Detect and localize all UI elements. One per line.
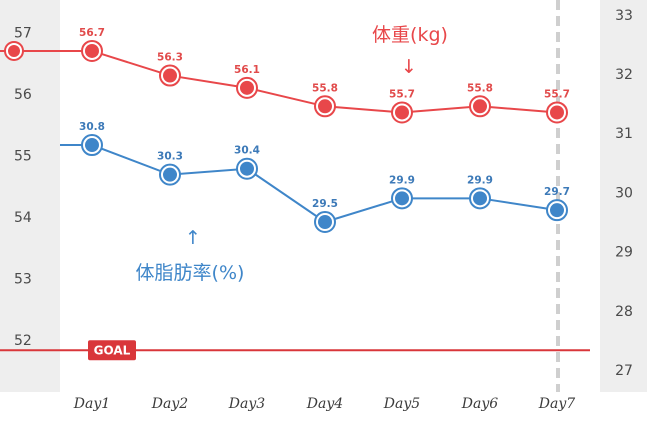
fat-annotation: 体脂肪率(%) — [136, 262, 245, 284]
data-label: 30.4 — [234, 145, 260, 157]
right-tick-label: 27 — [615, 363, 633, 379]
data-label: 55.7 — [389, 88, 415, 100]
data-point — [395, 191, 409, 206]
weight-annotation: 体重(kg) — [372, 24, 448, 46]
data-point — [318, 215, 332, 229]
x-tick-label: Day3 — [228, 396, 265, 412]
x-tick-label: Day6 — [461, 396, 498, 412]
x-tick-label: Day2 — [151, 396, 188, 412]
data-label: 56.7 — [79, 27, 105, 39]
data-point — [550, 203, 564, 218]
right-tick-label: 32 — [615, 67, 633, 83]
goal-label: GOAL — [94, 343, 131, 357]
right-tick-label: 30 — [615, 185, 633, 201]
series-line — [0, 49, 558, 114]
data-point — [240, 161, 254, 176]
left-axis-band — [0, 0, 60, 392]
x-tick-label: Day4 — [306, 396, 343, 412]
left-tick-label: 53 — [14, 272, 32, 288]
data-label: 30.8 — [79, 121, 105, 133]
left-tick-label: 55 — [14, 149, 32, 165]
data-point — [85, 138, 99, 153]
right-axis-ticks: 27 28 29 30 31 32 33 — [615, 8, 633, 379]
data-point — [318, 99, 332, 114]
left-tick-label: 54 — [14, 210, 32, 226]
data-point — [395, 105, 409, 120]
right-tick-label: 28 — [615, 304, 633, 320]
left-tick-label: 52 — [14, 333, 32, 349]
data-label: 29.7 — [544, 186, 570, 198]
x-tick-label: Day1 — [73, 396, 110, 412]
data-point — [473, 191, 487, 206]
left-axis-ticks: 52 53 54 55 56 57 — [14, 26, 32, 350]
x-tick-label: Day7 — [538, 396, 575, 412]
left-tick-label: 57 — [14, 26, 32, 42]
data-point — [240, 80, 254, 95]
left-tick-label: 56 — [14, 87, 32, 103]
data-point — [550, 105, 564, 120]
data-label: 29.9 — [389, 174, 415, 186]
fat-arrow-icon: ↑ — [185, 227, 201, 249]
right-tick-label: 29 — [615, 245, 633, 261]
right-axis-band — [600, 0, 647, 392]
data-label: 30.3 — [157, 151, 183, 163]
goal-badge — [88, 340, 136, 361]
data-point — [8, 44, 20, 57]
goal-marker: GOAL — [0, 340, 590, 361]
data-point — [163, 167, 177, 182]
series-fat: 30.8 30.3 30.4 29.5 29.9 29.9 29.7 — [60, 121, 570, 233]
data-point — [163, 68, 177, 83]
series-weight: 56.7 56.3 56.1 55.8 55.7 55.8 55.7 — [0, 27, 570, 124]
data-label: 29.9 — [467, 174, 493, 186]
x-axis-ticks: Day1 Day2 Day3 Day4 Day5 Day6 Day7 — [73, 396, 575, 412]
x-tick-label: Day5 — [383, 396, 420, 412]
series-line — [60, 144, 558, 224]
data-label: 56.3 — [157, 52, 183, 64]
right-tick-label: 31 — [615, 126, 633, 142]
data-label: 56.1 — [234, 64, 260, 76]
data-point — [85, 43, 99, 58]
data-label: 55.8 — [312, 82, 338, 94]
data-label: 29.5 — [312, 198, 338, 210]
data-label: 55.7 — [544, 88, 570, 100]
data-label: 55.8 — [467, 82, 493, 94]
data-point — [473, 99, 487, 114]
weight-arrow-icon: ↓ — [401, 56, 417, 78]
right-tick-label: 33 — [615, 8, 633, 24]
